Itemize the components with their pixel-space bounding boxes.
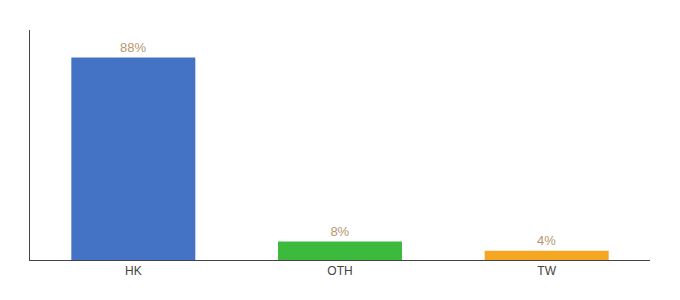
- svg-text:OTH: OTH: [327, 264, 352, 278]
- svg-text:HK: HK: [125, 264, 142, 278]
- svg-text:88%: 88%: [120, 40, 146, 55]
- svg-text:4%: 4%: [537, 233, 556, 248]
- svg-text:8%: 8%: [330, 224, 349, 239]
- svg-text:TW: TW: [537, 264, 556, 278]
